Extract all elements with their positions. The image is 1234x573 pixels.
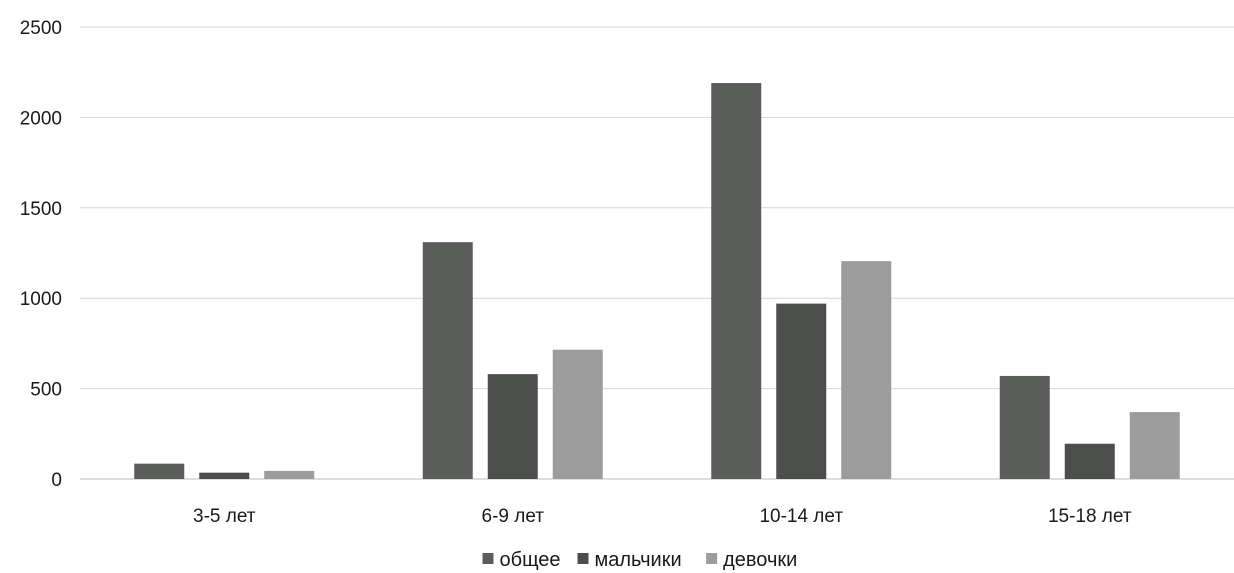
bar-мальчики-6-9 лет — [488, 374, 538, 479]
bars — [134, 83, 1180, 479]
bar-девочки-10-14 лет — [841, 261, 891, 479]
gridlines — [80, 27, 1234, 479]
legend-item-общее: общее — [483, 549, 561, 571]
bar-мальчики-15-18 лет — [1065, 444, 1115, 479]
y-tick-label: 1500 — [20, 199, 62, 220]
y-tick-label: 2000 — [20, 108, 62, 129]
legend-swatch — [706, 553, 717, 564]
legend: общее мальчики девочки — [483, 549, 798, 571]
legend-swatch — [483, 553, 494, 564]
bar-мальчики-10-14 лет — [776, 304, 826, 479]
category-label: 10-14 лет — [759, 506, 843, 527]
y-tick-label: 2500 — [20, 18, 62, 39]
legend-label: общее — [500, 549, 561, 571]
legend-label: мальчики — [595, 549, 682, 571]
legend-label: девочки — [723, 549, 797, 571]
legend-item-мальчики: мальчики — [578, 549, 682, 571]
x-axis-category-labels: 3-5 лет 6-9 лет 10-14 лет 15-18 лет — [193, 506, 1132, 527]
category-label: 6-9 лет — [482, 506, 545, 527]
y-tick-label: 1000 — [20, 289, 62, 310]
bar-общее-10-14 лет — [711, 83, 761, 479]
bar-девочки-3-5 лет — [264, 471, 314, 479]
bar-общее-6-9 лет — [423, 242, 473, 479]
legend-item-девочки: девочки — [706, 549, 797, 571]
bar-мальчики-3-5 лет — [199, 473, 249, 479]
bar-девочки-15-18 лет — [1130, 412, 1180, 479]
y-tick-label: 500 — [30, 380, 62, 401]
category-label: 3-5 лет — [193, 506, 256, 527]
y-tick-label: 0 — [51, 470, 62, 491]
bar-общее-3-5 лет — [134, 464, 184, 479]
legend-swatch — [578, 553, 589, 564]
y-axis-tick-labels: 0 500 1000 1500 2000 2500 — [20, 18, 62, 491]
bar-девочки-6-9 лет — [553, 350, 603, 479]
category-label: 15-18 лет — [1048, 506, 1132, 527]
bar-общее-15-18 лет — [1000, 376, 1050, 479]
